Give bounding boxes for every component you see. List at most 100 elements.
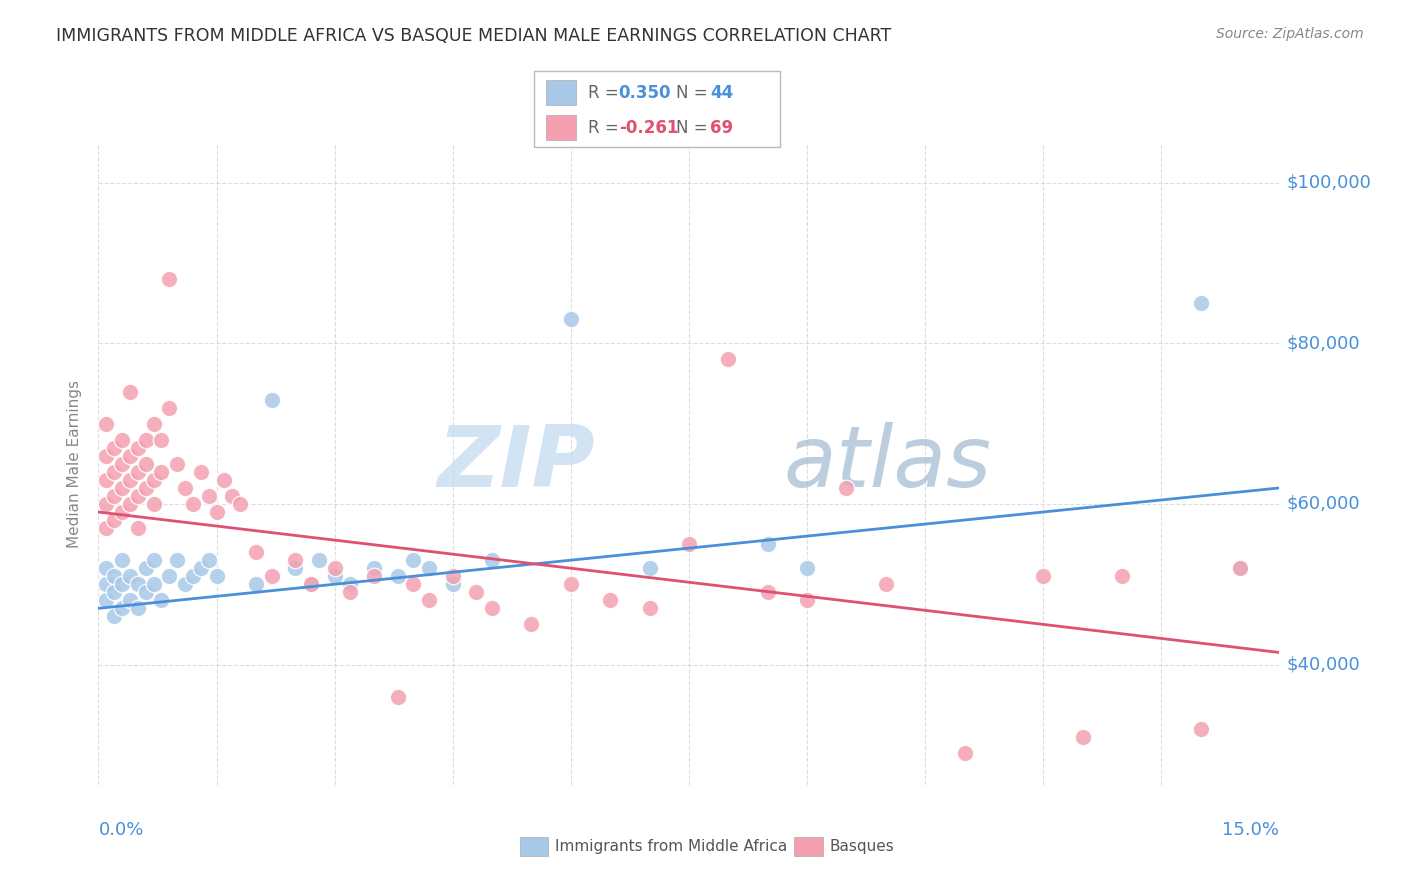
Point — [387, 690, 409, 704]
Text: atlas: atlas — [783, 422, 991, 506]
Point — [127, 521, 149, 535]
Point — [717, 352, 740, 367]
Text: Immigrants from Middle Africa: Immigrants from Middle Africa — [555, 839, 787, 854]
Point — [150, 593, 173, 607]
Point — [560, 312, 582, 326]
Point — [678, 537, 700, 551]
Point — [1229, 561, 1251, 575]
Text: N =: N = — [676, 84, 713, 102]
Point — [111, 601, 134, 615]
Point — [118, 449, 141, 463]
Point — [756, 585, 779, 599]
Point — [299, 577, 322, 591]
Text: $40,000: $40,000 — [1286, 656, 1360, 673]
Point — [135, 561, 157, 575]
Text: 15.0%: 15.0% — [1222, 821, 1279, 838]
Point — [221, 489, 243, 503]
Point — [1032, 569, 1054, 583]
Point — [96, 561, 118, 575]
Point — [418, 593, 440, 607]
Point — [402, 577, 425, 591]
Point — [875, 577, 897, 591]
Point — [135, 585, 157, 599]
Point — [111, 553, 134, 567]
Point — [142, 417, 165, 431]
Point — [308, 553, 330, 567]
Point — [323, 569, 346, 583]
Point — [402, 553, 425, 567]
Point — [953, 746, 976, 760]
Point — [157, 401, 180, 415]
Point — [96, 497, 118, 511]
Point — [599, 593, 621, 607]
Point — [1189, 296, 1212, 310]
Y-axis label: Median Male Earnings: Median Male Earnings — [67, 380, 83, 548]
Point — [166, 457, 188, 471]
Point — [387, 569, 409, 583]
Text: $60,000: $60,000 — [1286, 495, 1360, 513]
Point — [127, 601, 149, 615]
Point — [142, 497, 165, 511]
Point — [1189, 722, 1212, 736]
Point — [560, 577, 582, 591]
Point — [157, 569, 180, 583]
Point — [96, 473, 118, 487]
Point — [520, 617, 543, 632]
Point — [118, 473, 141, 487]
Point — [174, 577, 197, 591]
Point — [229, 497, 252, 511]
Point — [245, 545, 267, 559]
Point — [103, 569, 125, 583]
Point — [96, 417, 118, 431]
Point — [111, 577, 134, 591]
Point — [118, 384, 141, 399]
Point — [103, 513, 125, 527]
Point — [96, 577, 118, 591]
Point — [441, 569, 464, 583]
Point — [127, 465, 149, 479]
Point — [96, 449, 118, 463]
Text: $80,000: $80,000 — [1286, 334, 1360, 352]
Point — [174, 481, 197, 495]
Point — [111, 457, 134, 471]
Point — [363, 561, 385, 575]
Point — [142, 473, 165, 487]
Point — [103, 441, 125, 455]
Point — [111, 481, 134, 495]
Point — [142, 577, 165, 591]
Point — [284, 553, 307, 567]
Point — [1111, 569, 1133, 583]
Point — [181, 569, 204, 583]
Text: -0.261: -0.261 — [619, 119, 678, 136]
Text: IMMIGRANTS FROM MIDDLE AFRICA VS BASQUE MEDIAN MALE EARNINGS CORRELATION CHART: IMMIGRANTS FROM MIDDLE AFRICA VS BASQUE … — [56, 27, 891, 45]
Point — [284, 561, 307, 575]
Point — [135, 457, 157, 471]
Point — [111, 433, 134, 447]
Point — [103, 609, 125, 624]
Point — [150, 465, 173, 479]
Text: N =: N = — [676, 119, 713, 136]
Point — [103, 465, 125, 479]
Point — [1229, 561, 1251, 575]
Point — [638, 601, 661, 615]
Point — [166, 553, 188, 567]
Point — [245, 577, 267, 591]
Text: R =: R = — [588, 119, 624, 136]
Text: 69: 69 — [710, 119, 733, 136]
Point — [142, 553, 165, 567]
Text: R =: R = — [588, 84, 624, 102]
Text: 0.350: 0.350 — [619, 84, 671, 102]
Point — [323, 561, 346, 575]
Point — [197, 489, 219, 503]
Point — [190, 561, 212, 575]
Point — [481, 553, 503, 567]
Point — [465, 585, 488, 599]
Point — [127, 441, 149, 455]
Point — [260, 392, 283, 407]
Point — [181, 497, 204, 511]
Point — [96, 593, 118, 607]
Text: 44: 44 — [710, 84, 734, 102]
Point — [127, 577, 149, 591]
Text: ZIP: ZIP — [437, 422, 595, 506]
Point — [796, 561, 818, 575]
